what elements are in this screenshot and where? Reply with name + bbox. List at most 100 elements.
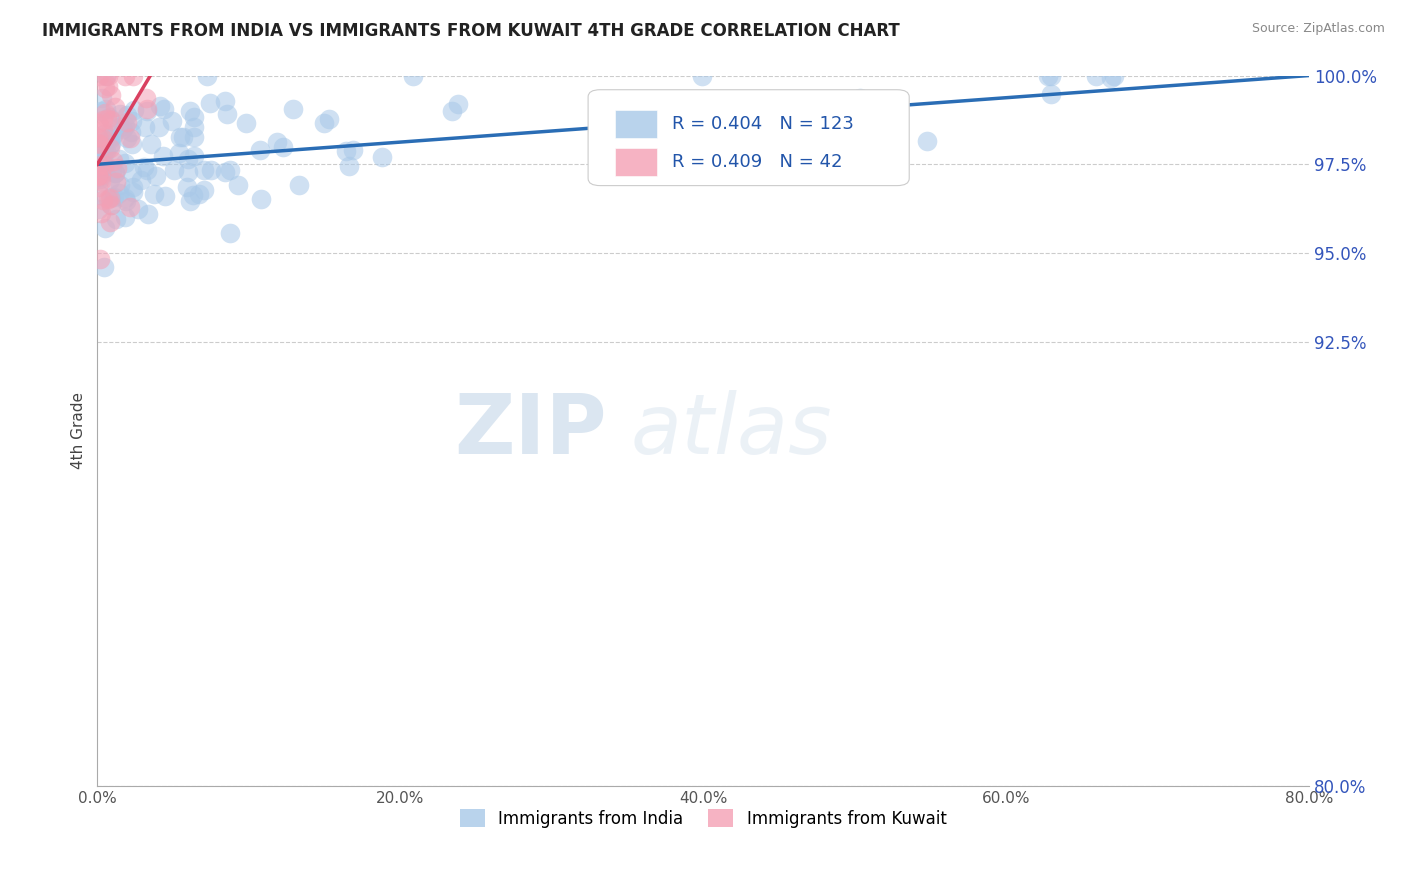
- Point: [101, 128, 124, 142]
- Point: [115, 114, 138, 128]
- Point: [89, 150, 111, 164]
- Bar: [614, 110, 657, 138]
- Point: [121, 114, 143, 128]
- Point: [93, 144, 115, 158]
- Point: [98, 132, 121, 146]
- Point: [342, 144, 364, 158]
- Point: [90, 168, 112, 182]
- Point: [108, 186, 131, 200]
- Point: [115, 108, 138, 122]
- Point: [107, 152, 129, 166]
- Point: [339, 159, 361, 173]
- Point: [1099, 71, 1122, 86]
- Point: [149, 99, 172, 113]
- Point: [195, 69, 218, 83]
- Bar: [614, 148, 657, 177]
- Point: [87, 168, 110, 182]
- Point: [335, 145, 357, 159]
- Point: [148, 120, 170, 134]
- Point: [89, 202, 111, 216]
- Point: [114, 191, 136, 205]
- Point: [849, 91, 872, 105]
- Point: [121, 137, 143, 152]
- Point: [181, 187, 204, 202]
- Point: [281, 102, 304, 116]
- Point: [97, 69, 120, 83]
- Point: [101, 154, 124, 169]
- Text: IMMIGRANTS FROM INDIA VS IMMIGRANTS FROM KUWAIT 4TH GRADE CORRELATION CHART: IMMIGRANTS FROM INDIA VS IMMIGRANTS FROM…: [42, 22, 900, 40]
- Point: [114, 69, 136, 83]
- Point: [94, 221, 117, 235]
- Point: [121, 69, 143, 83]
- Point: [100, 198, 122, 212]
- Point: [371, 150, 394, 164]
- Point: [177, 165, 200, 179]
- Point: [167, 145, 190, 160]
- Point: [97, 192, 120, 206]
- Text: Source: ZipAtlas.com: Source: ZipAtlas.com: [1251, 22, 1385, 36]
- Point: [93, 113, 115, 128]
- Point: [94, 106, 117, 120]
- Point: [183, 120, 205, 135]
- Point: [100, 173, 122, 187]
- Point: [118, 200, 141, 214]
- Point: [214, 165, 236, 179]
- Point: [177, 152, 200, 166]
- Point: [250, 192, 273, 206]
- Point: [402, 69, 425, 83]
- Point: [94, 144, 117, 158]
- Point: [94, 69, 117, 83]
- Point: [228, 178, 250, 193]
- Point: [169, 130, 191, 145]
- Point: [87, 169, 110, 184]
- Point: [121, 166, 143, 180]
- Point: [188, 186, 211, 201]
- Point: [1039, 87, 1062, 101]
- Point: [139, 136, 162, 151]
- Point: [94, 69, 117, 83]
- Point: [152, 149, 174, 163]
- Point: [93, 158, 115, 172]
- Point: [103, 100, 125, 114]
- Point: [136, 206, 159, 220]
- Point: [87, 180, 110, 194]
- Point: [87, 116, 110, 130]
- Point: [89, 172, 111, 186]
- Point: [1040, 69, 1063, 83]
- Point: [271, 140, 294, 154]
- Point: [162, 162, 184, 177]
- Point: [1036, 69, 1059, 83]
- Point: [94, 163, 117, 178]
- Point: [110, 178, 132, 192]
- Point: [98, 141, 121, 155]
- Point: [87, 149, 110, 163]
- Point: [121, 185, 143, 199]
- Text: ZIP: ZIP: [454, 390, 606, 471]
- Point: [179, 103, 201, 118]
- Point: [598, 143, 620, 157]
- Point: [104, 166, 127, 180]
- Point: [114, 210, 136, 224]
- Point: [142, 187, 165, 202]
- Point: [89, 252, 111, 266]
- Point: [94, 81, 117, 95]
- Point: [183, 129, 205, 144]
- Point: [98, 215, 121, 229]
- Point: [91, 193, 114, 207]
- Point: [235, 116, 257, 130]
- Point: [915, 134, 938, 148]
- Point: [193, 183, 215, 197]
- Point: [90, 104, 112, 119]
- Point: [288, 178, 311, 193]
- Point: [108, 120, 131, 134]
- Point: [100, 136, 122, 150]
- Point: [100, 190, 122, 204]
- Point: [90, 206, 112, 220]
- Point: [89, 136, 111, 151]
- Point: [100, 88, 122, 103]
- Point: [97, 79, 120, 94]
- Point: [200, 163, 222, 178]
- Point: [89, 69, 111, 83]
- Point: [183, 148, 205, 162]
- Point: [118, 131, 141, 145]
